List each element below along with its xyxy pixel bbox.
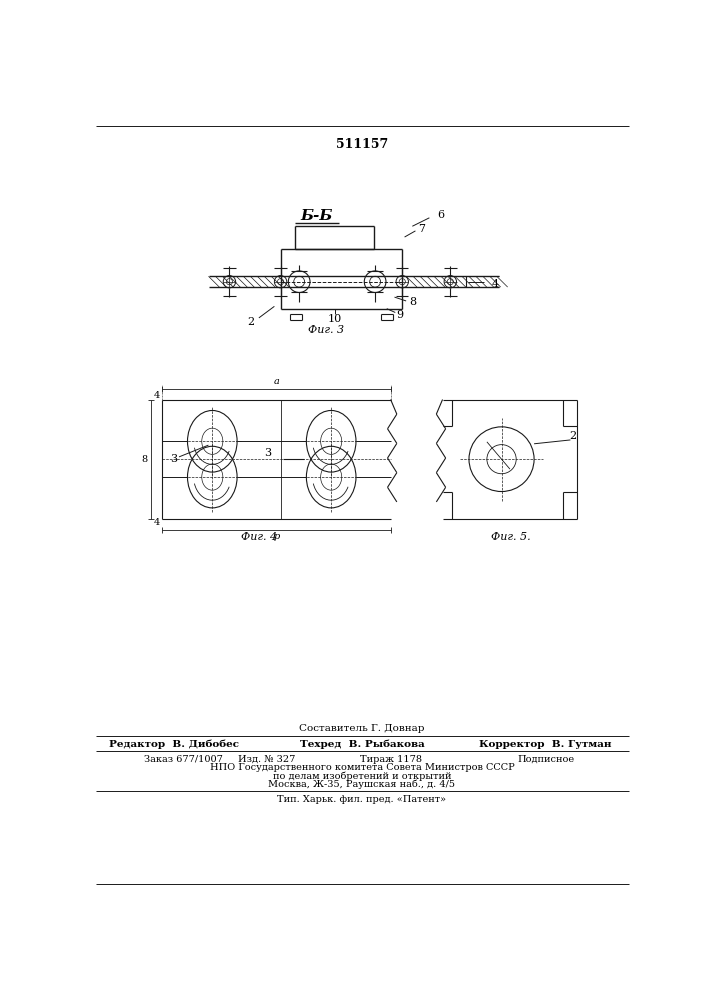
Text: 4: 4 — [153, 518, 160, 527]
Text: 3: 3 — [264, 448, 271, 458]
Text: 2: 2 — [247, 317, 255, 327]
Text: Корректор  В. Гутман: Корректор В. Гутман — [479, 740, 612, 749]
Text: Заказ 677/1007: Заказ 677/1007 — [144, 755, 223, 764]
Text: 511157: 511157 — [336, 138, 388, 151]
Text: p: p — [273, 532, 279, 541]
Text: Изд. № 327: Изд. № 327 — [238, 755, 296, 764]
Text: 4: 4 — [491, 279, 499, 289]
Text: Москва, Ж-35, Раушская наб., д. 4/5: Москва, Ж-35, Раушская наб., д. 4/5 — [269, 780, 455, 789]
Text: Техред  В. Рыбакова: Техред В. Рыбакова — [300, 740, 424, 749]
Text: Б-Б: Б-Б — [300, 209, 333, 223]
Text: Тираж 1178: Тираж 1178 — [360, 755, 421, 764]
Text: 2: 2 — [569, 431, 576, 441]
Text: 4: 4 — [153, 391, 160, 400]
Text: 8: 8 — [141, 455, 147, 464]
Text: 6: 6 — [438, 210, 445, 220]
Text: Редактор  В. Дибобес: Редактор В. Дибобес — [109, 740, 239, 749]
Text: Тип. Харьк. фил. пред. «Патент»: Тип. Харьк. фил. пред. «Патент» — [277, 795, 446, 804]
Text: 3: 3 — [170, 454, 177, 464]
Text: Составитель Г. Довнар: Составитель Г. Довнар — [299, 724, 425, 733]
Text: по делам изобретений и открытий: по делам изобретений и открытий — [273, 771, 451, 781]
Text: 7: 7 — [418, 224, 425, 234]
Text: Фиг. 4: Фиг. 4 — [241, 532, 277, 542]
Text: Фиг. 3: Фиг. 3 — [308, 325, 344, 335]
Text: Подписное: Подписное — [517, 755, 574, 764]
Text: a: a — [274, 377, 279, 386]
Text: Фиг. 5.: Фиг. 5. — [491, 532, 530, 542]
Text: 8: 8 — [409, 297, 416, 307]
Text: НПО Государственного комитета Совета Министров СССР: НПО Государственного комитета Совета Мин… — [209, 763, 514, 772]
Text: 10: 10 — [328, 314, 342, 324]
Text: 9: 9 — [397, 310, 404, 320]
